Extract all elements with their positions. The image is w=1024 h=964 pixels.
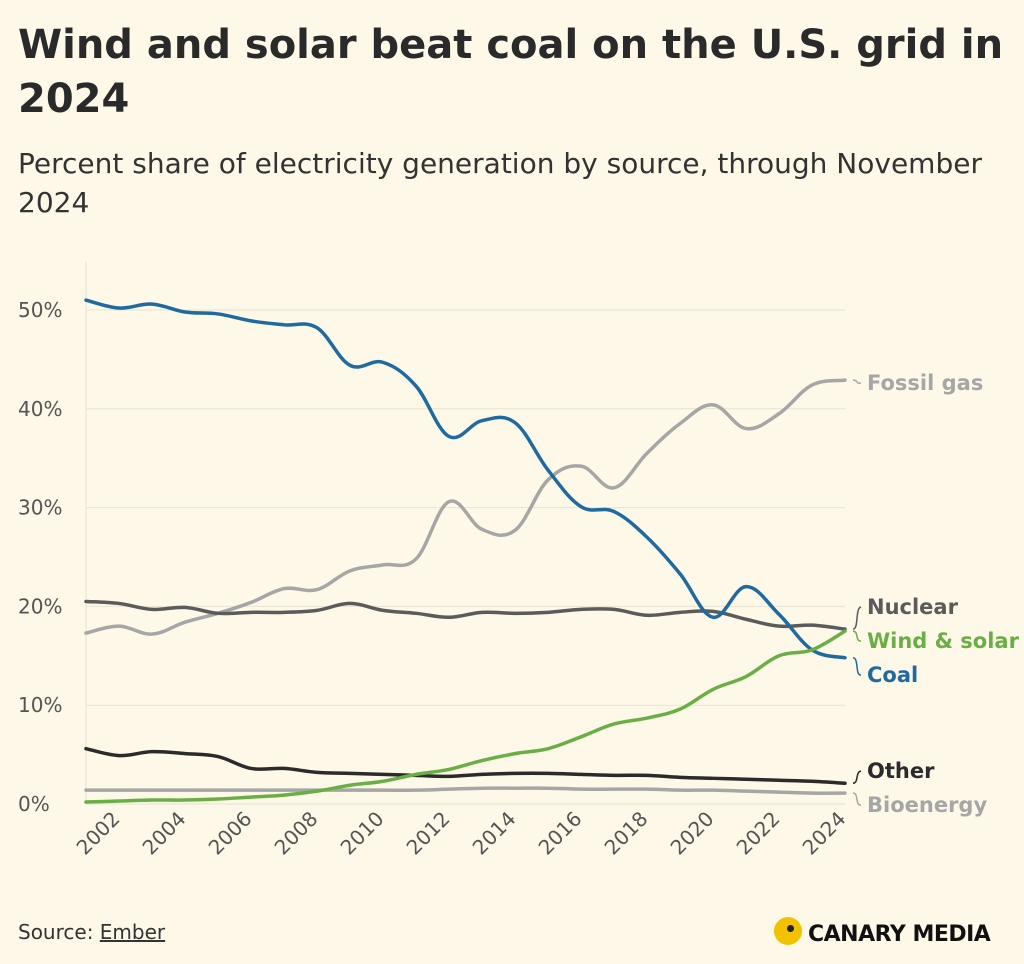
x-tick-label: 2008 [270, 807, 323, 860]
line-chart: 0%10%20%30%40%50% 2002 2004 2006 2008 2010 20… [18, 262, 1020, 860]
source-note: Source: Ember [18, 920, 165, 944]
chart-title: Wind and solar beat coal on the U.S. gri… [18, 22, 1004, 122]
source-label: Source: [18, 920, 94, 944]
series-label-fossil-gas: Fossil gas [867, 371, 983, 395]
x-tick-label: 2004 [138, 807, 191, 860]
x-tick-label: 2024 [798, 807, 851, 860]
series-line-bioenergy [84, 786, 847, 795]
y-tick-label: 30% [18, 496, 62, 520]
x-tick-label: 2016 [534, 807, 587, 860]
series-label-wind-solar: Wind & solar [867, 629, 1020, 653]
label-connector [852, 630, 862, 642]
series-label-bioenergy: Bioenergy [867, 793, 987, 817]
source-link[interactable]: Ember [99, 920, 166, 944]
label-connector [852, 657, 862, 676]
series-label-nuclear: Nuclear [867, 595, 959, 619]
x-tick-label: 2012 [402, 807, 455, 860]
label-connector [852, 770, 862, 785]
series-label-coal: Coal [867, 663, 918, 687]
y-tick-label: 40% [18, 397, 62, 421]
chart-subtitle: Percent share of electricity generation … [18, 147, 982, 219]
x-tick-label: 2010 [336, 807, 389, 860]
x-tick-label: 2022 [732, 807, 785, 860]
x-tick-label: 2002 [72, 807, 125, 860]
x-tick-label: 2018 [600, 807, 653, 860]
label-connector [852, 792, 862, 806]
series-line-coal [84, 298, 847, 660]
x-tick-label: 2006 [204, 807, 257, 860]
x-tick-label: 2020 [666, 807, 719, 860]
series-label-other: Other [867, 759, 935, 783]
canary-logo-icon [774, 917, 802, 945]
x-tick-label: 2014 [468, 807, 521, 860]
series-line-other [84, 746, 847, 786]
brand-logo: CANARY MEDIA [774, 912, 991, 956]
y-tick-label: 0% [18, 792, 50, 816]
label-connector [852, 379, 862, 384]
series-line-nuclear [84, 599, 847, 631]
brand-name: CANARY MEDIA [808, 921, 991, 947]
series-line-wind-solar [84, 629, 847, 804]
y-tick-label: 10% [18, 693, 62, 717]
y-tick-label: 50% [18, 298, 62, 322]
label-connector [852, 606, 862, 630]
y-tick-label: 20% [18, 594, 62, 618]
